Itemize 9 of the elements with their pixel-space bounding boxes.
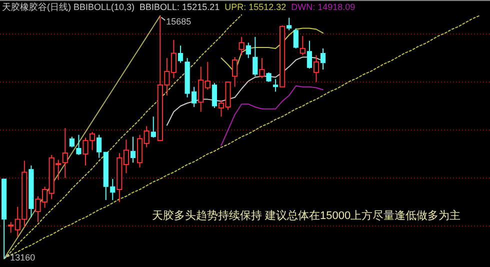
annotation: 13160 (10, 252, 36, 263)
annotation: 15685 (160, 16, 192, 26)
text: DWN: 14918.09 (291, 2, 356, 12)
annotation: 15685 (166, 16, 192, 26)
text: BBIBOLL: 15215.21 (140, 2, 220, 12)
text: UPR: 15512.32 (224, 2, 286, 12)
chart-title: 天胶橡胶谷(日线) BBIBOLL(10,3) (2, 2, 135, 12)
annotation: 天胶多头趋势持续保持 建议总体在15000上方尽量逢低做多为主 (152, 210, 461, 222)
annotation: 13160 (4, 252, 36, 263)
